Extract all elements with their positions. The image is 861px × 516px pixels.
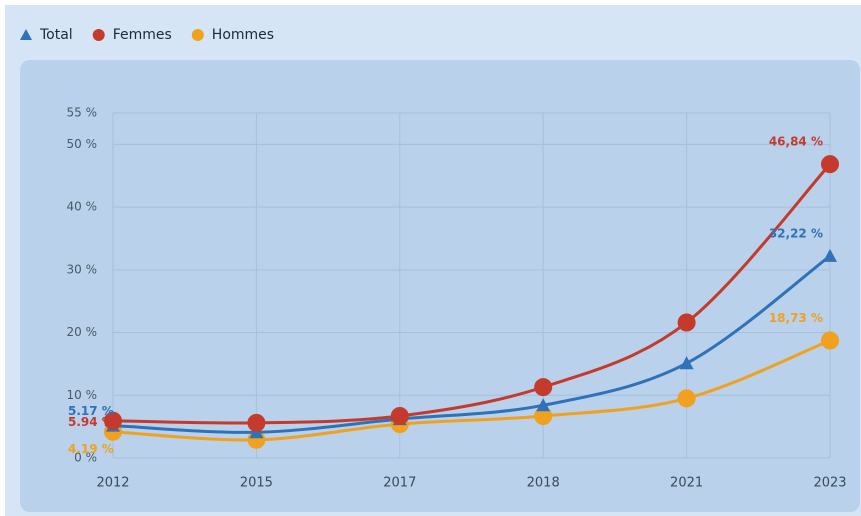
value-label: 5.94 % [68, 415, 114, 429]
x-tick-label: 2017 [383, 476, 416, 491]
plot-panel [20, 60, 860, 512]
x-tick-label: 2018 [527, 476, 560, 491]
value-label: 18,73 % [769, 311, 823, 325]
point-marker [536, 398, 551, 412]
legend-label: Hommes [212, 27, 274, 43]
series-line [112, 254, 831, 434]
x-tick-label: 2012 [96, 476, 129, 491]
value-label: 32,22 % [769, 226, 823, 240]
legend-label: Femmes [113, 27, 172, 43]
legend-marker [191, 29, 204, 41]
point-marker [821, 331, 839, 350]
x-tick-label: 2015 [240, 476, 273, 491]
value-label: 46,84 % [769, 135, 823, 149]
point-marker [247, 413, 266, 432]
x-tick-label: 2021 [670, 476, 703, 491]
y-tick-label: 55 % [67, 106, 98, 120]
point-marker [823, 248, 837, 262]
point-marker [821, 155, 839, 174]
point-marker [534, 378, 553, 397]
y-tick-label: 10 % [67, 388, 98, 402]
point-marker [679, 356, 694, 370]
legend-marker [20, 29, 32, 40]
series-line [112, 339, 831, 442]
point-marker [677, 313, 696, 332]
y-tick-label: 0 % [74, 451, 97, 465]
point-marker [390, 406, 409, 425]
value-label: 4.19 % [68, 442, 114, 456]
point-marker [677, 389, 696, 408]
y-tick-label: 30 % [67, 262, 98, 276]
x-tick-label: 2023 [813, 476, 846, 491]
legend-marker [92, 29, 105, 41]
point-marker [104, 411, 122, 430]
value-label: 5.17 % [68, 404, 114, 418]
legend-label: Total [39, 27, 73, 43]
y-tick-label: 50 % [67, 137, 98, 151]
y-tick-label: 20 % [67, 325, 98, 339]
y-tick-label: 40 % [67, 200, 98, 214]
